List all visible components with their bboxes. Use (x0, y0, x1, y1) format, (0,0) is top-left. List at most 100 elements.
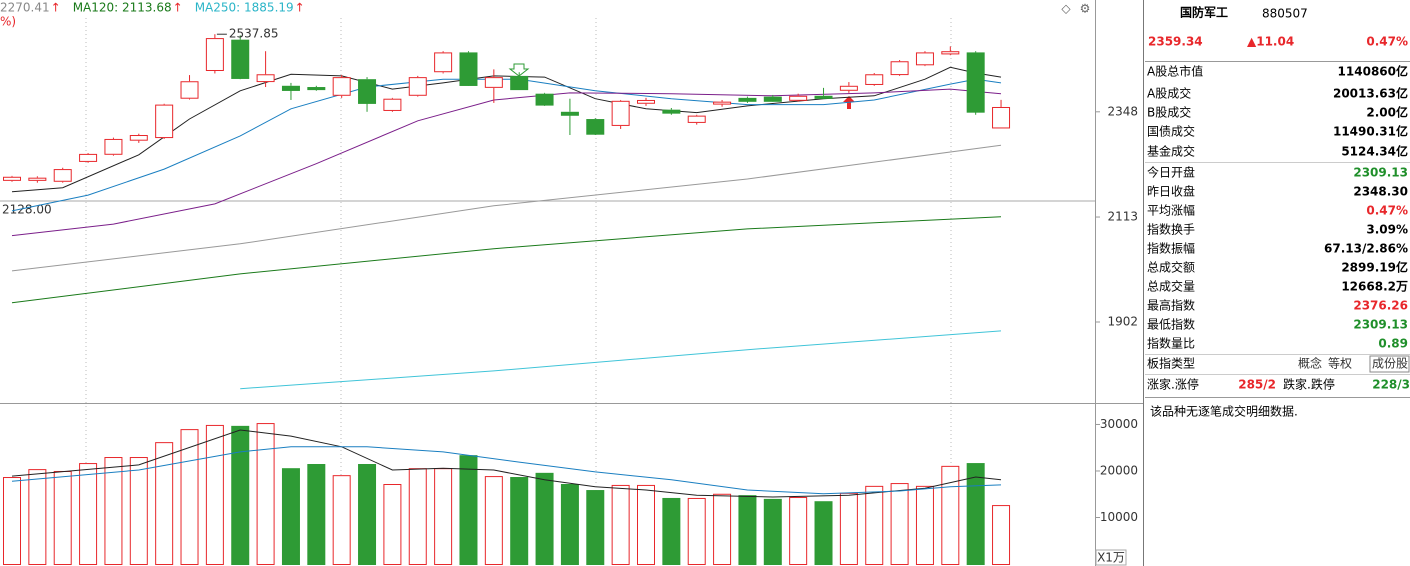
board-tag: 概念 (1298, 356, 1322, 371)
candle-body (104, 138, 123, 155)
y-tick-label: 1902 (1107, 315, 1138, 329)
candle-body (180, 81, 199, 99)
volume-bar (510, 477, 529, 565)
volume-bar (459, 455, 478, 565)
unit-label: X1万 (1097, 551, 1125, 565)
candle-body (687, 115, 706, 123)
candle-body (865, 74, 884, 85)
volume-bar (434, 468, 453, 565)
candle-body (155, 104, 174, 139)
candle-body (966, 52, 985, 113)
volume-bar (307, 464, 326, 565)
row-value: 2309.13 (1353, 166, 1408, 180)
candle-body (383, 98, 402, 111)
candle-body (763, 96, 782, 102)
volume-bar (408, 468, 427, 565)
y-tick-label: 10000 (1100, 510, 1138, 524)
volume-bar (992, 505, 1011, 565)
board-tag: 成份股 (1372, 357, 1408, 371)
volume-bar (53, 470, 72, 565)
ma-line (11, 66, 1002, 193)
reference-label: 2128.00 (2, 202, 52, 216)
row-value: 20013.63亿 (1333, 86, 1408, 101)
unit-text: %) (0, 15, 16, 29)
row-label: 指数换手 (1147, 222, 1195, 237)
candle-body (814, 95, 833, 99)
volume-bar (915, 485, 934, 566)
candle-body (738, 97, 757, 102)
row-label: 国债成交 (1147, 124, 1195, 139)
ma-line (11, 429, 1002, 498)
row-label: B股成交 (1147, 105, 1191, 120)
settings-icon[interactable]: ⚙ (1080, 2, 1091, 16)
unit-box (1095, 549, 1127, 566)
change: ▲11.04 (1247, 35, 1294, 49)
volume-bar (814, 501, 833, 565)
candle-body (79, 153, 98, 162)
candle-body (129, 135, 148, 141)
candle-body (28, 177, 47, 181)
ma-arrow: ↑ (295, 1, 305, 15)
volume-bar (611, 484, 630, 566)
row-label: 最高指数 (1147, 298, 1195, 313)
volume-bar (129, 457, 148, 565)
ma-line (11, 144, 1002, 272)
candle-body (256, 74, 275, 83)
row-value: 2376.26 (1353, 299, 1408, 313)
ma-arrow: ↑ (51, 1, 61, 15)
row-label: A股总市值 (1147, 64, 1203, 79)
row-value: 2348.30 (1353, 185, 1408, 199)
y-tick-label: 30000 (1100, 417, 1138, 431)
row-label: 基金成交 (1147, 144, 1195, 159)
candle-body (53, 169, 72, 182)
candle-body (941, 51, 960, 55)
candle-body (510, 75, 529, 91)
diamond-icon[interactable]: ◇ (1061, 2, 1071, 16)
candle-body (484, 77, 503, 88)
volume-bar (839, 492, 858, 566)
row-label: 今日开盘 (1147, 165, 1195, 180)
volume-bar (104, 457, 123, 565)
candle-body (332, 77, 351, 96)
breadth-label: 涨家.涨停 (1147, 377, 1199, 392)
volume-bar (687, 497, 706, 565)
y-tick-label: 2113 (1107, 210, 1138, 224)
row-label: 指数量比 (1147, 336, 1195, 351)
y-tick-label: 20000 (1100, 463, 1138, 477)
volume-bar (738, 495, 757, 565)
ma-line (11, 446, 1002, 495)
ma-line (11, 216, 1002, 304)
candle-body (662, 109, 681, 114)
row-value: 3.09% (1366, 223, 1408, 237)
candle-body (408, 77, 427, 96)
candle-body (434, 52, 453, 73)
volume-bar (941, 465, 960, 566)
candle-body (890, 61, 909, 76)
volume-bar (560, 484, 579, 565)
volume-bar (535, 472, 554, 566)
candle-body (3, 176, 21, 181)
candle-body (992, 106, 1011, 129)
breadth-value: 285/2 (1238, 378, 1276, 392)
row-label: 指数振幅 (1147, 241, 1195, 256)
volume-bar (231, 425, 250, 566)
row-value: 0.47% (1366, 204, 1408, 218)
row-value: 1140860亿 (1338, 64, 1408, 79)
panel-note: 该品种无逐笔成交明细数据. (1150, 404, 1298, 419)
high-label: 2537.85 (229, 27, 279, 41)
volume-bar (205, 424, 224, 565)
row-value: 0.89 (1378, 337, 1408, 351)
candle-body (611, 100, 630, 126)
candle-body (307, 87, 326, 91)
tag-box (1369, 355, 1410, 373)
volume-bar (890, 483, 909, 565)
ma-line (11, 78, 1002, 212)
row-label: 总成交量 (1147, 279, 1195, 294)
board-tag: 等权 (1328, 357, 1352, 371)
volume-bar (358, 464, 377, 565)
row-label: 总成交额 (1147, 260, 1195, 275)
volume-bar (180, 429, 199, 565)
candle-body (459, 52, 478, 86)
